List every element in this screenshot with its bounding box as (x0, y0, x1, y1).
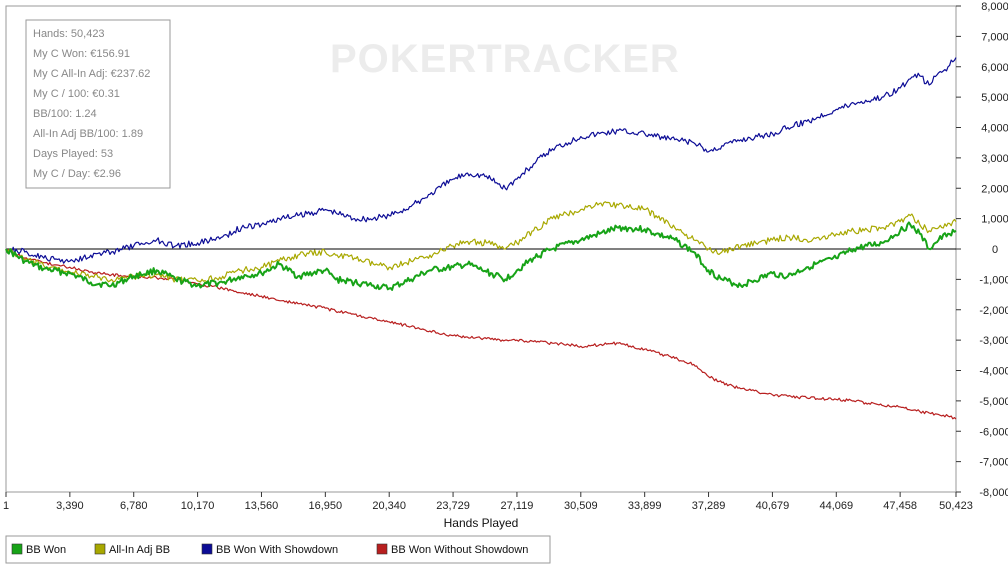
stat-money-won: My C Won: €156.91 (33, 48, 130, 60)
y-tick-label: 5,000 (981, 92, 1008, 104)
legend-label: All-In Adj BB (109, 544, 170, 556)
y-tick-label: 0 (992, 244, 998, 256)
legend-item: BB Won With Showdown (201, 543, 338, 556)
x-tick-label: 1 (3, 500, 9, 512)
x-tick-label: 40,679 (756, 500, 790, 512)
x-tick-label: 20,340 (372, 500, 406, 512)
x-tick-label: 13,560 (245, 500, 279, 512)
y-tick-label: -7,000 (979, 457, 1008, 469)
stat-money-per-day: My C / Day: €2.96 (33, 168, 121, 180)
x-tick-label: 10,170 (181, 500, 215, 512)
x-tick-label: 3,390 (56, 500, 84, 512)
y-tick-label: 2,000 (981, 183, 1008, 195)
x-tick-label: 33,899 (628, 500, 662, 512)
x-tick-label: 23,729 (436, 500, 470, 512)
y-tick-label: -6,000 (979, 426, 1008, 438)
y-tick-label: 6,000 (981, 62, 1008, 74)
y-tick-label: 8,000 (981, 1, 1008, 13)
legend-label: BB Won (26, 544, 66, 556)
x-tick-label: 16,950 (309, 500, 343, 512)
x-tick-label: 50,423 (939, 500, 973, 512)
legend-swatch (11, 543, 23, 555)
stat-money-per-100: My C / 100: €0.31 (33, 88, 120, 100)
x-axis-title: Hands Played (444, 516, 519, 530)
x-tick-label: 27,119 (501, 500, 534, 512)
legend-label: BB Won Without Showdown (391, 544, 528, 556)
stats-box: Hands: 50,423 My C Won: €156.91 My C All… (25, 19, 171, 189)
y-tick-label: 4,000 (981, 123, 1008, 135)
legend-swatch (201, 543, 213, 555)
legend-item: BB Won (11, 543, 66, 556)
stat-days-played: Days Played: 53 (33, 148, 113, 160)
x-tick-label: 6,780 (120, 500, 148, 512)
legend-items: BB Won All-In Adj BB BB Won With Showdown B… (11, 543, 528, 556)
y-axis: 8,000 7,000 6,000 5,000 4,000 3,000 2,000 1,000… (956, 1, 1008, 499)
series-line-bb-won-with-showdown (5, 57, 957, 264)
watermark: POKERTRACKER (330, 37, 680, 81)
stat-hands: Hands: 50,423 (33, 28, 105, 40)
series-layer (5, 57, 957, 420)
y-tick-label: -5,000 (979, 396, 1008, 408)
y-tick-label: -8,000 (979, 487, 1008, 499)
y-tick-label: -2,000 (979, 305, 1008, 317)
x-axis: 1 3,390 6,780 10,170 13,560 16,950 20,340 23,72… (3, 492, 973, 512)
series-line-bb-won-without-showdown (5, 248, 957, 420)
y-tick-label: 3,000 (981, 153, 1008, 165)
y-tick-label: 1,000 (981, 214, 1008, 226)
stat-allin-adj: My C All-In Adj: €237.62 (33, 68, 150, 80)
legend-swatch (376, 543, 388, 555)
x-tick-label: 30,509 (564, 500, 598, 512)
x-tick-label: 37,289 (692, 500, 726, 512)
series-line-bb-won (5, 221, 957, 291)
stat-allin-bb-per-100: All-In Adj BB/100: 1.89 (33, 128, 143, 140)
legend-item: All-In Adj BB (94, 543, 170, 556)
stats-box-frame (25, 19, 171, 189)
series-line-all-in-adj-bb (5, 201, 957, 284)
x-tick-label: 44,069 (819, 500, 853, 512)
y-tick-label: 7,000 (981, 31, 1008, 43)
legend-label: BB Won With Showdown (216, 544, 338, 556)
stat-bb-per-100: BB/100: 1.24 (33, 108, 97, 120)
y-tick-label: -4,000 (979, 366, 1008, 378)
y-tick-label: -1,000 (979, 274, 1008, 286)
legend: BB Won All-In Adj BB BB Won With Showdown B… (5, 535, 551, 564)
legend-item: BB Won Without Showdown (376, 543, 528, 556)
y-tick-label: -3,000 (979, 335, 1008, 347)
x-tick-label: 47,458 (883, 500, 917, 512)
legend-swatch (94, 543, 106, 555)
